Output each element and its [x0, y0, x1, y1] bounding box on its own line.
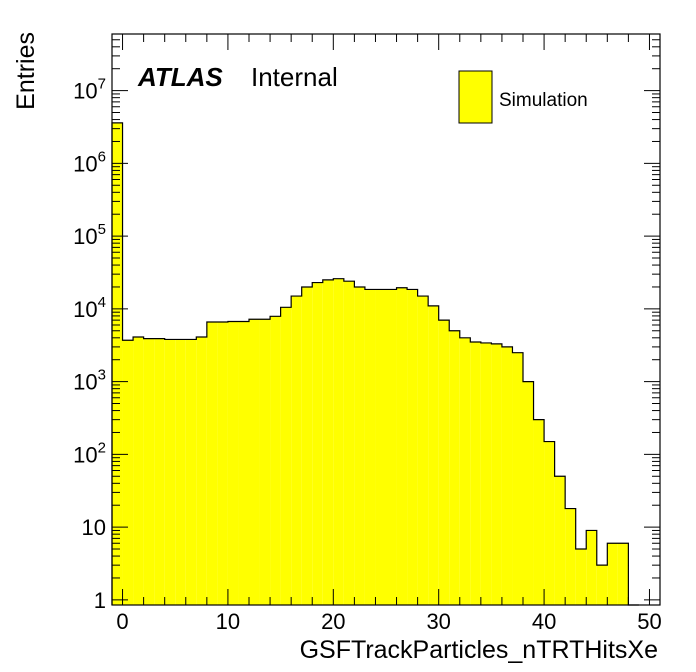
histogram-bar [322, 279, 334, 605]
histogram-bar [133, 337, 144, 605]
histogram-bar [512, 352, 523, 605]
histogram-bar [607, 543, 618, 605]
histogram-bar [586, 530, 597, 605]
histogram-bar [428, 305, 439, 605]
x-tick-label: 50 [637, 609, 661, 634]
histogram-bar [175, 339, 186, 605]
histogram-bar [565, 508, 576, 605]
plot-frame [111, 33, 661, 606]
histogram-bar [333, 278, 344, 605]
histogram-bar [343, 281, 355, 605]
x-tick-labels: 0 10 20 30 40 50 [116, 609, 661, 634]
histogram-bar [417, 296, 429, 605]
x-tick-label: 0 [116, 609, 128, 634]
histogram-bar [617, 543, 629, 605]
x-tick-label: 40 [532, 609, 556, 634]
legend-swatch [458, 70, 493, 124]
legend-entry-simulation: Simulation [499, 90, 588, 111]
y-tick-label: 106 [73, 148, 106, 176]
histogram-bar [291, 296, 302, 605]
histogram-bar [554, 476, 566, 605]
histogram-bar [396, 287, 408, 605]
histogram-bar [206, 321, 218, 605]
histogram-bar [575, 549, 587, 605]
histogram-bar [238, 321, 249, 605]
x-tick-label: 10 [216, 609, 240, 634]
histogram-bar [185, 339, 197, 605]
histogram-bar [164, 339, 176, 605]
atlas-label: ATLAS [137, 62, 223, 92]
histogram-bar [407, 289, 418, 605]
histogram-bar [354, 286, 365, 605]
histogram-bar [270, 316, 281, 605]
histogram-bar [501, 346, 513, 605]
histogram-bar [480, 342, 492, 605]
histogram-bar [438, 320, 450, 605]
y-tick-label: 1 [94, 588, 106, 613]
histogram-bar [217, 321, 228, 605]
axes [111, 33, 661, 606]
histogram-bar [280, 307, 292, 605]
histogram-bar [312, 282, 323, 605]
y-tick-label: 104 [73, 294, 106, 322]
histogram-bar [449, 330, 460, 605]
x-tick-label: 30 [426, 609, 450, 634]
histogram-bar [375, 289, 386, 605]
y-tick-label: 103 [73, 367, 106, 395]
histogram-bar [364, 289, 376, 605]
y-tick-label: 105 [73, 221, 106, 249]
histogram-bar [154, 338, 165, 605]
tick-marks [112, 33, 660, 605]
y-tick-labels: 1 10 102 103 104 105 106 107 [73, 76, 106, 613]
histogram-bar [491, 343, 502, 605]
histogram-bar [470, 342, 481, 605]
histogram-bar [122, 340, 134, 605]
x-tick-label: 20 [321, 609, 345, 634]
y-axis-title: Entries [12, 32, 40, 110]
legend: Simulation [458, 70, 588, 124]
y-tick-label: 10 [82, 515, 106, 540]
y-tick-label: 102 [73, 439, 106, 467]
histogram-bar [523, 381, 534, 605]
histogram-bar [533, 419, 545, 605]
histogram-bar [301, 286, 313, 605]
histogram-bar [143, 338, 155, 605]
histogram-bar [196, 337, 207, 605]
x-axis-title: GSFTrackParticles_nTRTHitsXe [300, 636, 658, 664]
histogram-bar [459, 337, 471, 605]
histogram-bar [544, 441, 555, 605]
y-tick-label: 107 [73, 76, 106, 104]
histogram-bar [596, 565, 608, 605]
histogram-bar [249, 319, 260, 605]
histogram-outline [111, 122, 639, 606]
atlas-status-label: Internal [251, 62, 338, 92]
histogram-bar [112, 122, 123, 605]
histogram-bar [259, 319, 271, 605]
histogram-bar [386, 289, 397, 605]
histogram-bar [227, 321, 239, 605]
histogram-bars [111, 122, 639, 606]
